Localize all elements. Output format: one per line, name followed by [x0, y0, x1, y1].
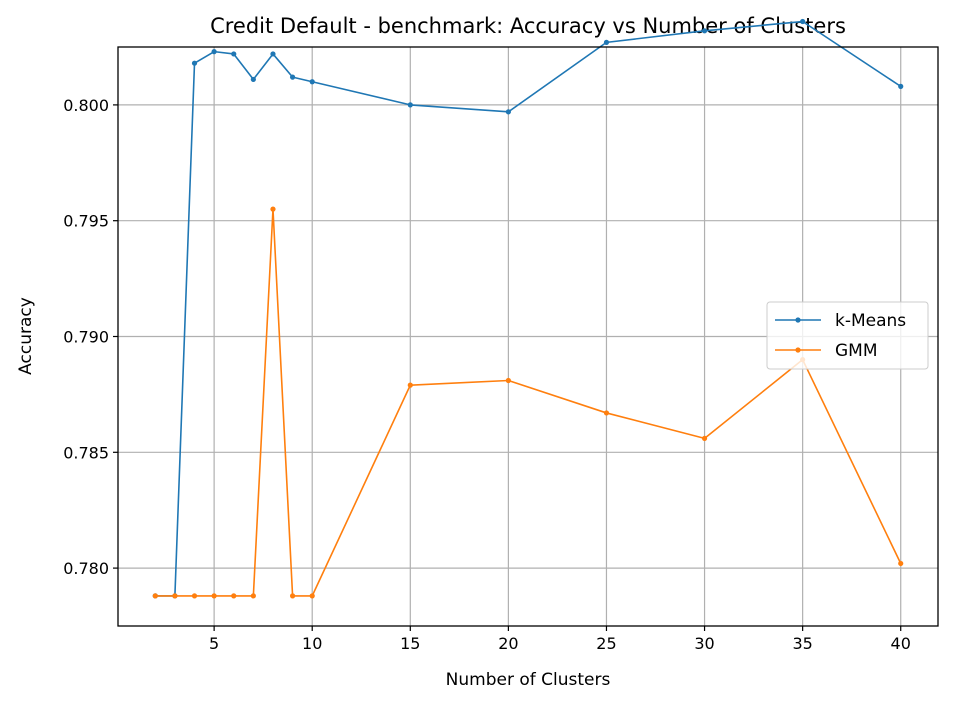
legend-label: GMM [835, 341, 878, 361]
data-point [505, 109, 511, 115]
data-point [231, 51, 237, 57]
legend-marker [795, 347, 801, 353]
data-point [289, 593, 296, 599]
x-tick-label: 40 [891, 634, 911, 653]
x-tick-label: 20 [498, 634, 518, 653]
data-point [231, 593, 237, 599]
data-point [211, 593, 217, 599]
chart-title: Credit Default - benchmark: Accuracy vs … [210, 14, 846, 38]
data-point [172, 593, 178, 599]
data-point [211, 49, 217, 55]
data-point [191, 593, 198, 599]
data-point [191, 60, 198, 66]
x-tick-label: 15 [400, 634, 420, 653]
data-point [152, 593, 158, 599]
data-point [407, 102, 413, 108]
data-point [603, 410, 610, 416]
legend-marker [795, 317, 801, 323]
y-tick-label: 0.795 [63, 212, 109, 231]
data-point [250, 593, 256, 599]
y-axis: 0.780 0.785 0.790 0.795 0.800 [63, 96, 118, 578]
data-point [250, 76, 256, 83]
data-point [309, 593, 315, 599]
x-tick-label: 5 [209, 634, 219, 653]
y-axis-label: Accuracy [16, 297, 36, 375]
y-tick-label: 0.785 [63, 443, 109, 462]
x-axis-label: Number of Clusters [446, 670, 611, 690]
x-tick-label: 10 [302, 634, 322, 653]
data-point [701, 28, 708, 34]
data-point [701, 435, 708, 442]
data-point [603, 39, 610, 45]
data-point [898, 83, 904, 89]
legend-label: k-Means [835, 311, 906, 331]
y-tick-label: 0.800 [63, 96, 109, 115]
series-layer [152, 18, 904, 599]
x-tick-label: 25 [596, 634, 616, 653]
data-point [898, 560, 904, 567]
x-tick-label: 30 [694, 634, 714, 653]
x-axis: 5 10 15 20 25 30 35 40 [209, 626, 911, 653]
legend: k-Means GMM [766, 301, 929, 370]
data-point [800, 18, 806, 25]
data-point [289, 74, 296, 80]
y-tick-label: 0.790 [63, 328, 109, 347]
data-point [270, 206, 276, 212]
y-tick-label: 0.780 [63, 559, 109, 578]
x-tick-label: 35 [792, 634, 812, 653]
data-point [505, 377, 511, 384]
data-point [407, 382, 413, 388]
data-point [270, 51, 276, 57]
legend-box [766, 301, 929, 370]
data-point [309, 79, 315, 85]
